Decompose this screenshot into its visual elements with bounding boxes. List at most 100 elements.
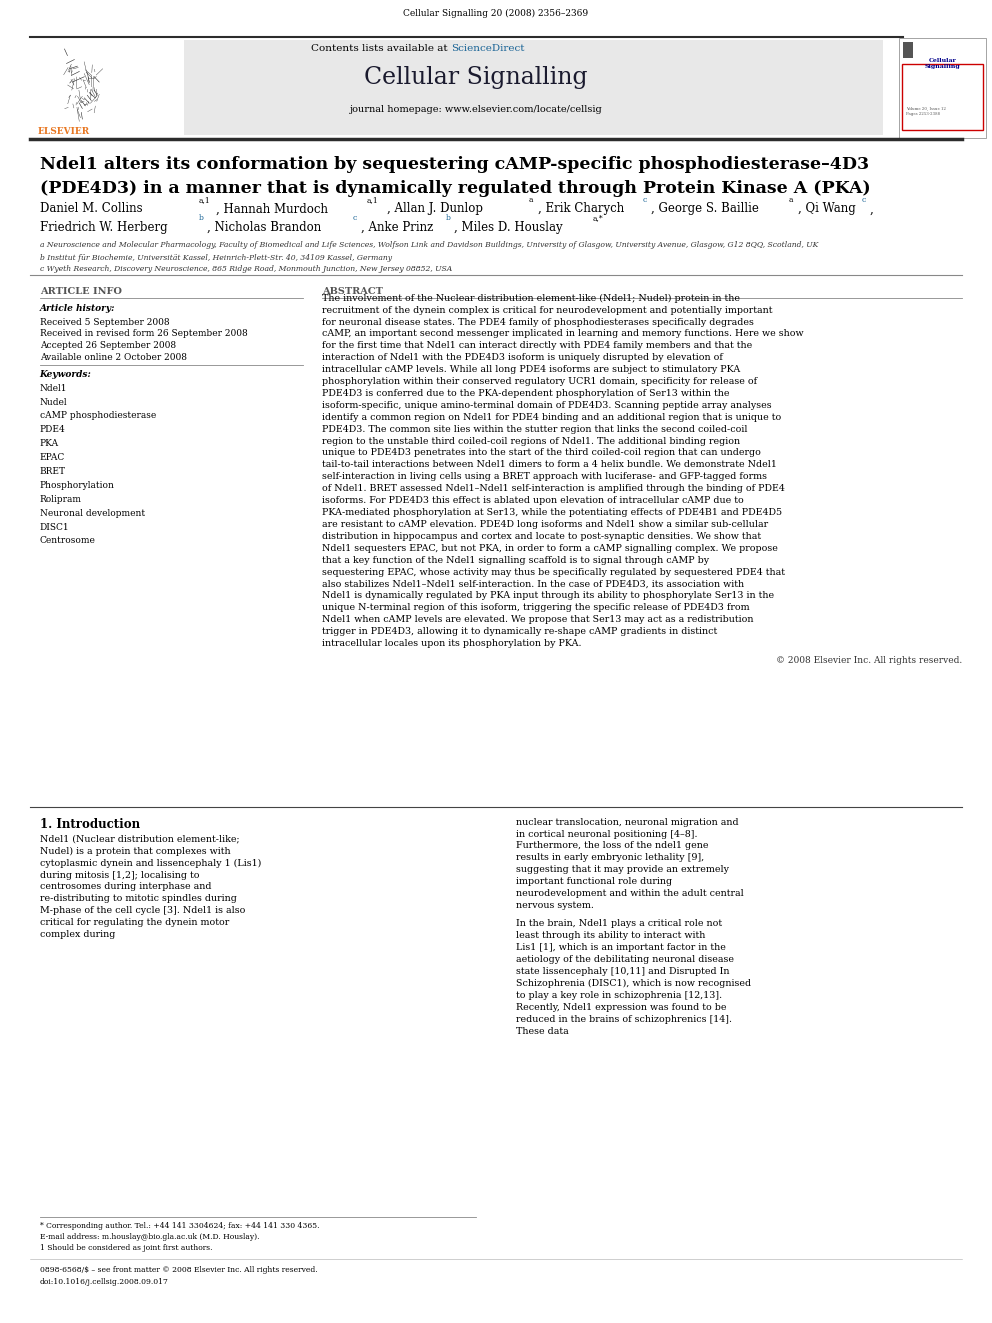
Text: phosphorylation within their conserved regulatory UCR1 domain, specificity for r: phosphorylation within their conserved r… (322, 377, 758, 386)
Text: PDE4D3. The common site lies within the stutter region that links the second coi: PDE4D3. The common site lies within the … (322, 425, 748, 434)
Text: cytoplasmic dynein and lissencephaly 1 (Lis1): cytoplasmic dynein and lissencephaly 1 (… (40, 859, 261, 868)
Text: c Wyeth Research, Discovery Neuroscience, 865 Ridge Road, Monmouth Junction, New: c Wyeth Research, Discovery Neuroscience… (40, 265, 452, 273)
Text: isoform-specific, unique amino-terminal domain of PDE4D3. Scanning peptide array: isoform-specific, unique amino-terminal … (322, 401, 772, 410)
Text: state lissencephaly [10,11] and Disrupted In: state lissencephaly [10,11] and Disrupte… (516, 967, 729, 976)
Text: Ndel1 when cAMP levels are elevated. We propose that Ser13 may act as a redistri: Ndel1 when cAMP levels are elevated. We … (322, 615, 754, 624)
Text: Received 5 September 2008: Received 5 September 2008 (40, 318, 170, 327)
Text: results in early embryonic lethality [9],: results in early embryonic lethality [9]… (516, 853, 704, 863)
Text: a,1: a,1 (367, 196, 379, 204)
Text: centrosomes during interphase and: centrosomes during interphase and (40, 882, 211, 892)
Text: tail-to-tail interactions between Ndel1 dimers to form a 4 helix bundle. We demo: tail-to-tail interactions between Ndel1 … (322, 460, 778, 470)
Text: , Qi Wang: , Qi Wang (798, 202, 855, 216)
Text: Ndel1: Ndel1 (40, 384, 67, 393)
Text: identify a common region on Ndel1 for PDE4 binding and an additional region that: identify a common region on Ndel1 for PD… (322, 413, 782, 422)
Text: least through its ability to interact with: least through its ability to interact wi… (516, 931, 705, 941)
Text: BRET: BRET (40, 467, 65, 476)
Text: Daniel M. Collins: Daniel M. Collins (40, 202, 142, 216)
Text: important functional role during: important functional role during (516, 877, 672, 886)
Text: of Ndel1. BRET assessed Ndel1–Ndel1 self-interaction is amplified through the bi: of Ndel1. BRET assessed Ndel1–Ndel1 self… (322, 484, 786, 493)
Text: Phosphorylation: Phosphorylation (40, 480, 114, 490)
Text: Cellular
Signalling: Cellular Signalling (925, 58, 960, 69)
Text: Furthermore, the loss of the ndel1 gene: Furthermore, the loss of the ndel1 gene (516, 841, 708, 851)
Text: ScienceDirect: ScienceDirect (451, 44, 525, 53)
Text: Cellular Signalling: Cellular Signalling (364, 66, 588, 89)
Text: (PDE4D3) in a manner that is dynamically regulated through Protein Kinase A (PKA: (PDE4D3) in a manner that is dynamically… (40, 180, 870, 197)
Text: Contents lists available at: Contents lists available at (311, 44, 451, 53)
Text: a: a (789, 196, 794, 204)
Text: PDE4D3 is conferred due to the PKA-dependent phosphorylation of Ser13 within the: PDE4D3 is conferred due to the PKA-depen… (322, 389, 730, 398)
Text: reduced in the brains of schizophrenics [14].: reduced in the brains of schizophrenics … (516, 1015, 732, 1024)
Text: critical for regulating the dynein motor: critical for regulating the dynein motor (40, 918, 229, 927)
Text: in cortical neuronal positioning [4–8].: in cortical neuronal positioning [4–8]. (516, 830, 697, 839)
Text: c: c (643, 196, 647, 204)
Text: cAMP, an important second messenger implicated in learning and memory functions.: cAMP, an important second messenger impl… (322, 329, 805, 339)
FancyBboxPatch shape (30, 40, 184, 135)
Text: during mitosis [1,2]; localising to: during mitosis [1,2]; localising to (40, 871, 199, 880)
Text: Recently, Ndel1 expression was found to be: Recently, Ndel1 expression was found to … (516, 1003, 726, 1012)
Text: Pages 2253-2388: Pages 2253-2388 (906, 112, 939, 116)
Text: cAMP phosphodiesterase: cAMP phosphodiesterase (40, 411, 156, 421)
Text: Ndel1 (Nuclear distribution element-like;: Ndel1 (Nuclear distribution element-like… (40, 835, 239, 844)
Text: for neuronal disease states. The PDE4 family of phosphodiesterases specifically : for neuronal disease states. The PDE4 fa… (322, 318, 754, 327)
Text: b: b (198, 214, 203, 222)
Text: Rolipram: Rolipram (40, 495, 81, 504)
Text: unique N-terminal region of this isoform, triggering the specific release of PDE: unique N-terminal region of this isoform… (322, 603, 750, 613)
Text: suggesting that it may provide an extremely: suggesting that it may provide an extrem… (516, 865, 729, 875)
Text: EPAC: EPAC (40, 452, 64, 462)
Text: sequestering EPAC, whose activity may thus be specifically regulated by sequeste: sequestering EPAC, whose activity may th… (322, 568, 786, 577)
Text: The involvement of the Nuclear distribution element-like (Ndel1; Nudel) protein : The involvement of the Nuclear distribut… (322, 294, 740, 303)
Text: c: c (862, 196, 866, 204)
Text: Neuronal development: Neuronal development (40, 508, 145, 517)
Text: trigger in PDE4D3, allowing it to dynamically re-shape cAMP gradients in distinc: trigger in PDE4D3, allowing it to dynami… (322, 627, 717, 636)
Text: ARTICLE INFO: ARTICLE INFO (40, 287, 122, 296)
Text: ,: , (870, 202, 874, 216)
Text: , Allan J. Dunlop: , Allan J. Dunlop (387, 202, 483, 216)
Text: c: c (352, 214, 356, 222)
Text: , George S. Baillie: , George S. Baillie (651, 202, 759, 216)
Text: intracellular locales upon its phosphorylation by PKA.: intracellular locales upon its phosphory… (322, 639, 582, 648)
Text: Received in revised form 26 September 2008: Received in revised form 26 September 20… (40, 329, 247, 339)
Text: are resistant to cAMP elevation. PDE4D long isoforms and Ndel1 show a similar su: are resistant to cAMP elevation. PDE4D l… (322, 520, 769, 529)
Text: b Institut für Biochemie, Universität Kassel, Heinrich-Plett-Str. 40, 34109 Kass: b Institut für Biochemie, Universität Ka… (40, 254, 392, 262)
Text: neurodevelopment and within the adult central: neurodevelopment and within the adult ce… (516, 889, 744, 898)
Text: a,1: a,1 (198, 196, 210, 204)
Text: that a key function of the Ndel1 signalling scaffold is to signal through cAMP b: that a key function of the Ndel1 signall… (322, 556, 709, 565)
Text: Cellular Signalling 20 (2008) 2356–2369: Cellular Signalling 20 (2008) 2356–2369 (404, 9, 588, 19)
Text: Ndel1 alters its conformation by sequestering cAMP-specific phosphodiesterase–4D: Ndel1 alters its conformation by sequest… (40, 156, 869, 173)
Text: Available online 2 October 2008: Available online 2 October 2008 (40, 353, 186, 363)
Text: to play a key role in schizophrenia [12,13].: to play a key role in schizophrenia [12,… (516, 991, 722, 1000)
Text: Centrosome: Centrosome (40, 536, 95, 545)
Text: Nudel: Nudel (40, 397, 67, 406)
Text: 1. Introduction: 1. Introduction (40, 818, 140, 831)
Text: distribution in hippocampus and cortex and locate to post-synaptic densities. We: distribution in hippocampus and cortex a… (322, 532, 762, 541)
Text: for the first time that Ndel1 can interact directly with PDE4 family members and: for the first time that Ndel1 can intera… (322, 341, 753, 351)
Text: nervous system.: nervous system. (516, 901, 594, 910)
Text: self-interaction in living cells using a BRET approach with luciferase- and GFP-: self-interaction in living cells using a… (322, 472, 768, 482)
Text: a: a (529, 196, 534, 204)
Text: recruitment of the dynein complex is critical for neurodevelopment and potential: recruitment of the dynein complex is cri… (322, 306, 773, 315)
Text: 1 Should be considered as joint first authors.: 1 Should be considered as joint first au… (40, 1244, 212, 1252)
Text: PDE4: PDE4 (40, 425, 65, 434)
Text: Article history:: Article history: (40, 304, 115, 314)
Text: These data: These data (516, 1027, 568, 1036)
Text: interaction of Ndel1 with the PDE4D3 isoform is uniquely disrupted by elevation : interaction of Ndel1 with the PDE4D3 iso… (322, 353, 723, 363)
Text: isoforms. For PDE4D3 this effect is ablated upon elevation of intracellular cAMP: isoforms. For PDE4D3 this effect is abla… (322, 496, 744, 505)
Text: , Anke Prinz: , Anke Prinz (361, 221, 434, 234)
Text: Volume 20, Issue 12: Volume 20, Issue 12 (906, 106, 945, 110)
Text: PKA-mediated phosphorylation at Ser13, while the potentiating effects of PDE4B1 : PKA-mediated phosphorylation at Ser13, w… (322, 508, 783, 517)
Text: Schizophrenia (DISC1), which is now recognised: Schizophrenia (DISC1), which is now reco… (516, 979, 751, 988)
Text: Keywords:: Keywords: (40, 370, 91, 380)
Text: Friedrich W. Herberg: Friedrich W. Herberg (40, 221, 168, 234)
Text: a,*: a,* (592, 214, 603, 222)
Text: , Hannah Murdoch: , Hannah Murdoch (216, 202, 328, 216)
Text: Lis1 [1], which is an important factor in the: Lis1 [1], which is an important factor i… (516, 943, 726, 953)
Text: Accepted 26 September 2008: Accepted 26 September 2008 (40, 341, 176, 351)
Text: 0898-6568/$ – see front matter © 2008 Elsevier Inc. All rights reserved.: 0898-6568/$ – see front matter © 2008 El… (40, 1266, 317, 1274)
Text: re-distributing to mitotic spindles during: re-distributing to mitotic spindles duri… (40, 894, 236, 904)
Text: region to the unstable third coiled-coil regions of Ndel1. The additional bindin: region to the unstable third coiled-coil… (322, 437, 740, 446)
FancyBboxPatch shape (903, 42, 913, 58)
Text: © 2008 Elsevier Inc. All rights reserved.: © 2008 Elsevier Inc. All rights reserved… (776, 656, 962, 665)
Text: ELSEVIER: ELSEVIER (38, 127, 90, 136)
Text: complex during: complex during (40, 930, 115, 939)
Text: doi:10.1016/j.cellsig.2008.09.017: doi:10.1016/j.cellsig.2008.09.017 (40, 1278, 169, 1286)
